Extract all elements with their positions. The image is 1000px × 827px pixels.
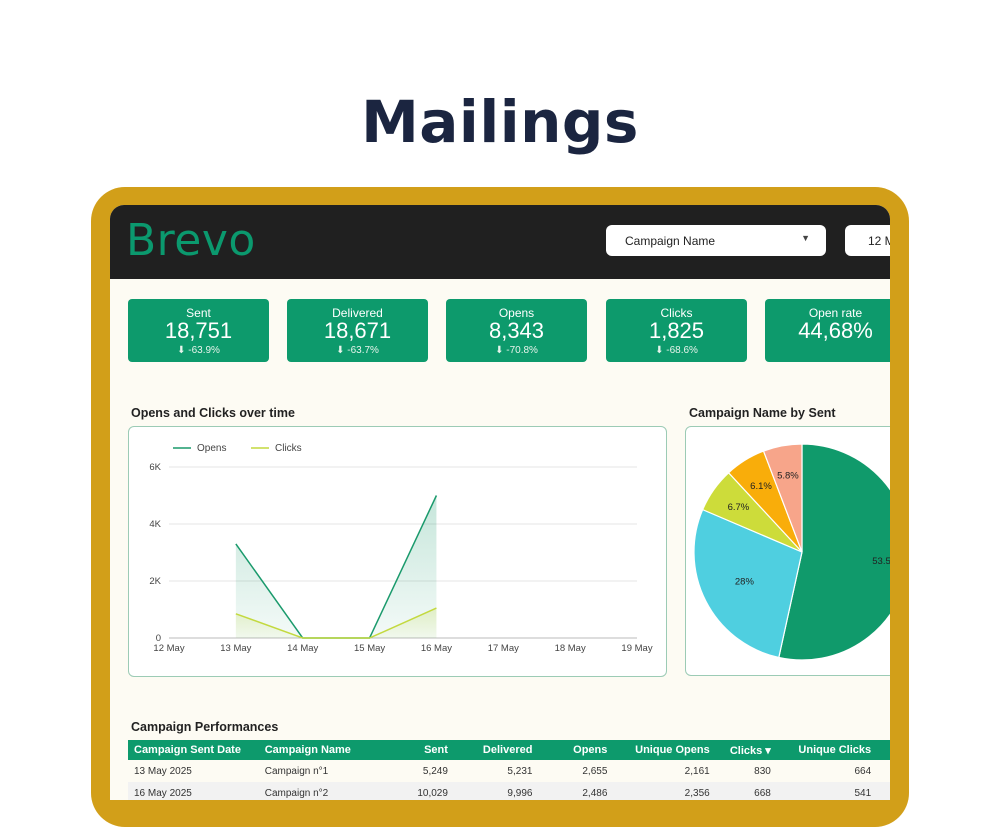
y-tick-label: 0 xyxy=(156,633,161,644)
campaign-filter-label: Campaign Name xyxy=(625,234,716,248)
cell-sent: 5,249 xyxy=(422,765,448,777)
kpi-delivered: Delivered 18,671 ⬇ -63.7% xyxy=(287,299,428,362)
x-tick-label: 15 May xyxy=(354,643,385,654)
column-header-campaign-name[interactable]: Campaign Name xyxy=(258,740,388,760)
column-header-unique-opens[interactable]: Unique Opens xyxy=(613,740,716,760)
kpi-label: Clicks xyxy=(660,306,693,320)
opens-clicks-line-chart: 0 2K 4K 6K 12 May 13 May 14 May 15 May 16 May 17 … xyxy=(149,443,652,654)
cell-delivered: 5,231 xyxy=(507,765,533,777)
column-header-delivered[interactable]: Delivered xyxy=(453,740,539,760)
column-header-truncated[interactable]: S xyxy=(877,740,890,760)
page-headline: Mailings xyxy=(361,88,639,156)
cell-opens: 2,655 xyxy=(582,765,608,777)
column-header-sent-date[interactable]: Campaign Sent Date xyxy=(128,740,259,760)
kpi-delta: ⬇ -63.7% xyxy=(336,345,379,356)
column-header-unique-clicks[interactable]: Unique Clicks xyxy=(776,740,878,760)
line-chart-title: Opens and Clicks over time xyxy=(131,406,295,420)
kpi-delta: ⬇ -70.8% xyxy=(495,345,538,356)
table-title: Campaign Performances xyxy=(131,720,279,734)
kpi-opens: Opens 8,343 ⬇ -70.8% xyxy=(446,299,587,362)
cell-unique-clicks: 664 xyxy=(854,765,872,777)
cell-sent-date: 16 May 2025 xyxy=(128,782,259,800)
pie-slice-label: 5.8% xyxy=(777,471,799,482)
x-tick-label: 13 May xyxy=(220,643,251,654)
kpi-delta: ⬇ -63.9% xyxy=(177,345,220,356)
date-range-filter[interactable]: 12 M xyxy=(845,225,890,256)
campaign-performance-table: Campaign Sent Date Campaign Name Sent De… xyxy=(128,740,890,800)
cell-clicks: 830 xyxy=(754,765,771,777)
cell-truncated xyxy=(877,760,890,782)
kpi-value: 8,343 xyxy=(488,318,545,343)
dropdown-caret-icon[interactable]: ▼ xyxy=(801,233,810,243)
kpi-open-rate: Open rate 44,68% xyxy=(765,299,890,362)
campaign-table-wrap: Campaign Sent Date Campaign Name Sent De… xyxy=(128,740,890,800)
kpi-value: 44,68% xyxy=(798,318,873,343)
legend-label: Opens xyxy=(197,443,226,454)
top-bar: Brevo Campaign Name ▼ 12 M xyxy=(110,205,890,279)
y-tick-label: 6K xyxy=(149,462,161,473)
cell-clicks: 668 xyxy=(715,782,777,800)
pie-slice-label: 6.7% xyxy=(728,502,750,513)
pie-slice-2[interactable] xyxy=(693,508,803,659)
pie-slice-1[interactable] xyxy=(778,443,890,661)
cell-unique-opens: 2,356 xyxy=(613,782,716,800)
date-filter-label: 12 M xyxy=(868,234,890,248)
kpi-value: 18,751 xyxy=(164,318,233,343)
series-line-clicks xyxy=(235,607,437,639)
y-tick-label: 4K xyxy=(149,519,161,530)
campaign-name-filter[interactable]: Campaign Name ▼ xyxy=(606,225,826,256)
column-header-sent[interactable]: Sent xyxy=(387,740,454,760)
x-tick-label: 17 May xyxy=(488,643,519,654)
table-row[interactable]: 13 May 2025 Campaign n°1 5,249 5,231 2,6… xyxy=(128,760,890,782)
table-row[interactable]: 16 May 2025 Campaign n°2 10,029 9,996 2,… xyxy=(128,782,890,800)
column-header-opens[interactable]: Opens xyxy=(538,740,614,760)
x-tick-label: 16 May xyxy=(421,643,452,654)
cell-opens: 2,486 xyxy=(538,782,614,800)
cell-sent-date: 13 May 2025 xyxy=(134,765,192,777)
series-area-opens xyxy=(235,495,437,638)
brevo-logo: Brevo xyxy=(126,215,256,266)
pie-slice-label: 28% xyxy=(735,577,755,588)
cell-delivered: 9,996 xyxy=(453,782,539,800)
cell-truncated xyxy=(877,782,890,800)
kpi-label: Open rate xyxy=(808,306,863,320)
pie-chart-title: Campaign Name by Sent xyxy=(689,406,836,420)
legend-label: Clicks xyxy=(275,443,302,454)
x-tick-label: 18 May xyxy=(555,643,586,654)
table-header-row: Campaign Sent Date Campaign Name Sent De… xyxy=(128,740,890,760)
line-chart-panel: 0 2K 4K 6K 12 May 13 May 14 May 15 May 16 May 17 … xyxy=(128,426,667,677)
kpi-clicks: Clicks 1,825 ⬇ -68.6% xyxy=(606,299,747,362)
pie-slice-label: 6.1% xyxy=(750,481,772,492)
dashboard-screen: Brevo Campaign Name ▼ 12 M Sent 18,751 ⬇… xyxy=(110,205,890,800)
column-header-clicks[interactable]: Clicks ▾ xyxy=(715,740,777,760)
cell-sent: 10,029 xyxy=(387,782,454,800)
cell-campaign-name: Campaign n°2 xyxy=(258,782,388,800)
cell-unique-clicks: 541 xyxy=(776,782,878,800)
kpi-value: 18,671 xyxy=(323,318,392,343)
kpi-value: 1,825 xyxy=(648,318,705,343)
kpi-delta: ⬇ -68.6% xyxy=(655,345,698,356)
pie-chart-panel: 53.5% 28% 6.7% 6.1% 5.8% xyxy=(685,426,890,676)
x-tick-label: 19 May xyxy=(621,643,652,654)
kpi-label: Sent xyxy=(186,306,211,320)
pie-slice-5[interactable] xyxy=(762,443,803,553)
x-tick-label: 12 May xyxy=(153,643,184,654)
pie-slice-label: 53.5% xyxy=(872,556,890,567)
kpi-sent: Sent 18,751 ⬇ -63.9% xyxy=(128,299,269,362)
cell-campaign-name: Campaign n°1 xyxy=(264,765,329,777)
y-tick-label: 2K xyxy=(149,576,161,587)
kpi-label: Delivered xyxy=(332,306,383,320)
x-tick-label: 14 May xyxy=(287,643,318,654)
campaign-sent-pie-chart: 53.5% 28% 6.7%6.1% 5.8% xyxy=(693,443,890,661)
kpi-label: Opens xyxy=(498,306,535,320)
cell-unique-opens: 2,161 xyxy=(684,765,710,777)
